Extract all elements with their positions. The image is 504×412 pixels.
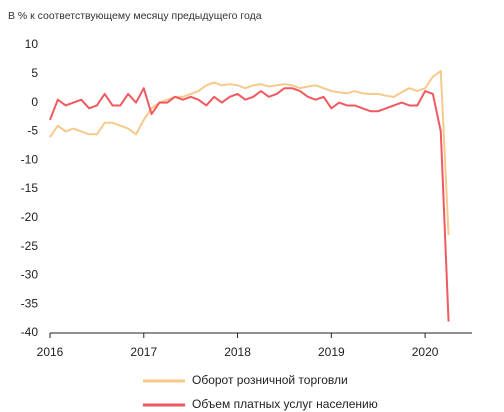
series-line: [49, 69, 450, 236]
y-tick-label: -30: [21, 268, 39, 282]
legend-label: Объем платных услуг населению: [192, 397, 378, 411]
legend-label: Оборот розничной торговли: [192, 373, 348, 387]
series-line: [49, 87, 450, 322]
x-tick-label: 2019: [318, 345, 345, 359]
y-tick-label: 0: [31, 95, 38, 109]
y-tick-label: 10: [25, 37, 39, 51]
x-tick-label: 2020: [412, 345, 439, 359]
x-tick-label: 2018: [224, 345, 251, 359]
y-tick-label: -40: [21, 325, 39, 339]
y-tick-label: -20: [21, 210, 39, 224]
chart-title: В % к соответствующему месяцу предыдущег…: [8, 10, 262, 22]
x-tick-label: 2016: [37, 345, 64, 359]
y-tick-label: -35: [21, 296, 39, 310]
y-tick-label: 5: [31, 66, 38, 80]
x-tick-label: 2017: [130, 345, 157, 359]
y-tick-label: -10: [21, 152, 39, 166]
y-tick-label: -5: [27, 124, 38, 138]
y-tick-label: -15: [21, 181, 39, 195]
y-tick-label: -25: [21, 239, 39, 253]
